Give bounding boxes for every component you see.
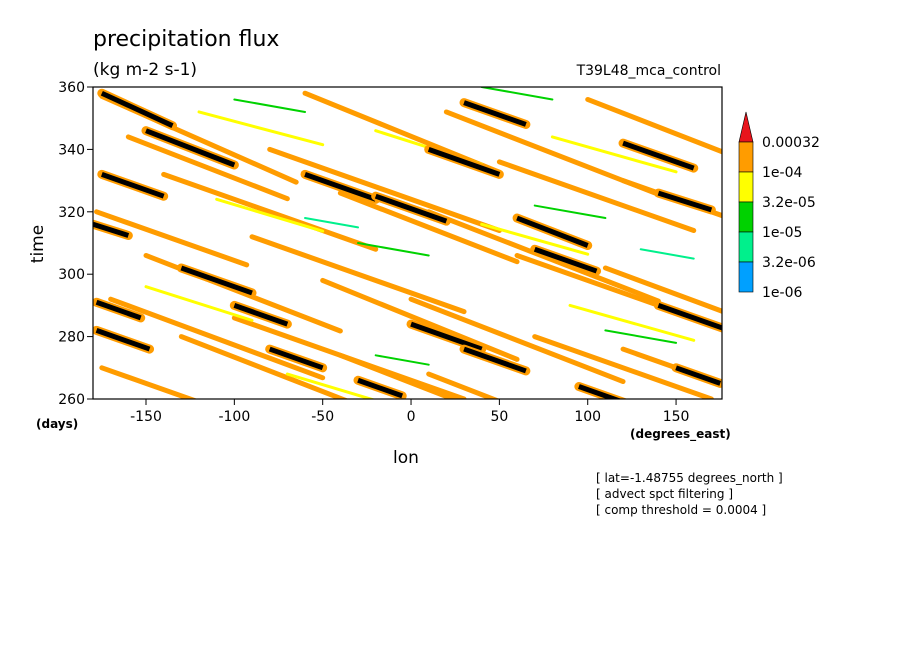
feature-1e-04-20 bbox=[532, 334, 714, 399]
chart-title: precipitation flux bbox=[93, 27, 279, 52]
x-tick-label: -100 bbox=[218, 409, 250, 425]
feature-1e-04-3 bbox=[94, 209, 250, 268]
feature-1e-05-34 bbox=[233, 98, 307, 113]
colorbar-swatch bbox=[738, 171, 754, 203]
colorbar-label: 1e-06 bbox=[762, 285, 802, 301]
feature-threshold-46 bbox=[180, 265, 253, 296]
feature-3.2e-05-30 bbox=[480, 222, 590, 256]
feature-3.2e-05-28 bbox=[550, 135, 678, 174]
feature-threshold-58 bbox=[268, 346, 324, 371]
colorbar-swatch bbox=[738, 141, 754, 173]
feature-threshold-64 bbox=[578, 384, 622, 399]
colorbar-label: 1e-04 bbox=[762, 165, 802, 181]
x-axis: -150 -100 -50 0 50 100 150 bbox=[130, 399, 689, 425]
feature-threshold-49 bbox=[233, 303, 289, 327]
y-axis-unit: (days) bbox=[36, 417, 78, 431]
y-tick-label: 280 bbox=[58, 330, 85, 346]
feature-threshold-50 bbox=[304, 172, 377, 202]
colorbar-swatch bbox=[738, 201, 754, 233]
feature-threshold-59 bbox=[357, 377, 404, 399]
feature-threshold-43 bbox=[145, 128, 236, 168]
annotation-threshold: [ comp threshold = 0.0004 ] bbox=[596, 503, 766, 517]
feature-threshold-44 bbox=[101, 172, 165, 199]
y-tick-label: 260 bbox=[58, 392, 85, 408]
feature-threshold-62 bbox=[657, 303, 722, 331]
feature-threshold-48 bbox=[95, 328, 151, 352]
contour-features bbox=[93, 87, 722, 399]
feature-1e-04-16 bbox=[496, 159, 697, 234]
feature-threshold-53 bbox=[427, 147, 501, 177]
colorbar-extend-top bbox=[738, 111, 754, 143]
feature-threshold-47 bbox=[95, 299, 142, 321]
feature-1e-04-14 bbox=[337, 352, 460, 399]
feature-1e-04-21 bbox=[426, 371, 500, 399]
feature-threshold-60 bbox=[622, 140, 695, 171]
feature-threshold-51 bbox=[374, 193, 448, 224]
x-axis-label: lon bbox=[393, 448, 419, 468]
x-tick-label: 100 bbox=[574, 409, 601, 425]
y-tick-label: 360 bbox=[58, 80, 85, 96]
annotation-filtering: [ advect spct filtering ] bbox=[596, 487, 733, 501]
feature-1e-04-6 bbox=[178, 334, 349, 399]
feature-1e-05-37 bbox=[533, 204, 607, 220]
x-tick-label: -150 bbox=[130, 409, 162, 425]
x-tick-label: 0 bbox=[407, 409, 416, 425]
colorbar-label: 3.2e-06 bbox=[762, 255, 816, 271]
colorbar-label: 1e-05 bbox=[762, 225, 802, 241]
x-axis-unit: (degrees_east) bbox=[630, 427, 731, 442]
feature-threshold-45 bbox=[93, 221, 130, 238]
feature-threshold-57 bbox=[463, 346, 527, 374]
chart-subtitle: (kg m-2 s-1) bbox=[93, 60, 197, 80]
feature-threshold-42 bbox=[100, 90, 174, 128]
feature-1e-04-11 bbox=[249, 234, 467, 315]
feature-threshold-52 bbox=[463, 100, 527, 127]
feature-1e-05-39 bbox=[604, 329, 678, 344]
feature-1e-04-19 bbox=[408, 296, 626, 385]
feature-1e-04-22 bbox=[585, 96, 722, 155]
feature-3.2e-06-40 bbox=[304, 217, 360, 229]
colorbar-label: 3.2e-05 bbox=[762, 195, 816, 211]
colorbar-label: 0.00032 bbox=[762, 135, 820, 151]
y-tick-label: 300 bbox=[58, 267, 85, 283]
colorbar-legend: 0.00032 1e-04 3.2e-05 1e-05 3.2e-06 1e-06 bbox=[738, 111, 820, 301]
colorbar-swatch bbox=[738, 261, 754, 293]
plot-frame bbox=[92, 86, 723, 400]
feature-1e-05-36 bbox=[357, 242, 430, 257]
x-tick-label: 150 bbox=[663, 409, 690, 425]
feature-threshold-54 bbox=[516, 215, 589, 248]
feature-3.2e-05-29 bbox=[215, 197, 325, 233]
colorbar-swatch bbox=[738, 231, 754, 263]
y-axis-label: time bbox=[28, 225, 48, 263]
feature-1e-05-35 bbox=[480, 87, 554, 101]
x-tick-label: -50 bbox=[311, 409, 334, 425]
feature-1e-04-2 bbox=[161, 171, 379, 252]
x-tick-label: 50 bbox=[490, 409, 508, 425]
annotation-lat: [ lat=-1.48755 degrees_north ] bbox=[596, 471, 783, 485]
y-axis: 260 280 300 320 340 360 bbox=[58, 80, 93, 408]
feature-1e-04-1 bbox=[125, 134, 290, 202]
feature-1e-05-38 bbox=[374, 354, 430, 366]
feature-threshold-56 bbox=[410, 321, 483, 352]
feature-3.2e-05-26 bbox=[197, 110, 325, 147]
feature-3.2e-06-41 bbox=[639, 248, 695, 260]
feature-1e-04-24 bbox=[602, 265, 722, 314]
y-tick-label: 320 bbox=[58, 205, 85, 221]
feature-threshold-61 bbox=[657, 190, 713, 213]
y-tick-label: 340 bbox=[58, 142, 85, 158]
feature-1e-04-7 bbox=[99, 365, 198, 399]
run-label: T39L48_mca_control bbox=[576, 63, 721, 79]
feature-3.2e-05-31 bbox=[144, 285, 254, 322]
feature-3.2e-05-32 bbox=[568, 303, 696, 342]
feature-threshold-63 bbox=[675, 365, 722, 386]
feature-3.2e-05-33 bbox=[285, 372, 376, 399]
feature-1e-04-9 bbox=[267, 146, 502, 234]
feature-1e-04-10 bbox=[337, 190, 520, 265]
feature-threshold-55 bbox=[533, 246, 598, 274]
feature-1e-04-5 bbox=[108, 296, 326, 381]
